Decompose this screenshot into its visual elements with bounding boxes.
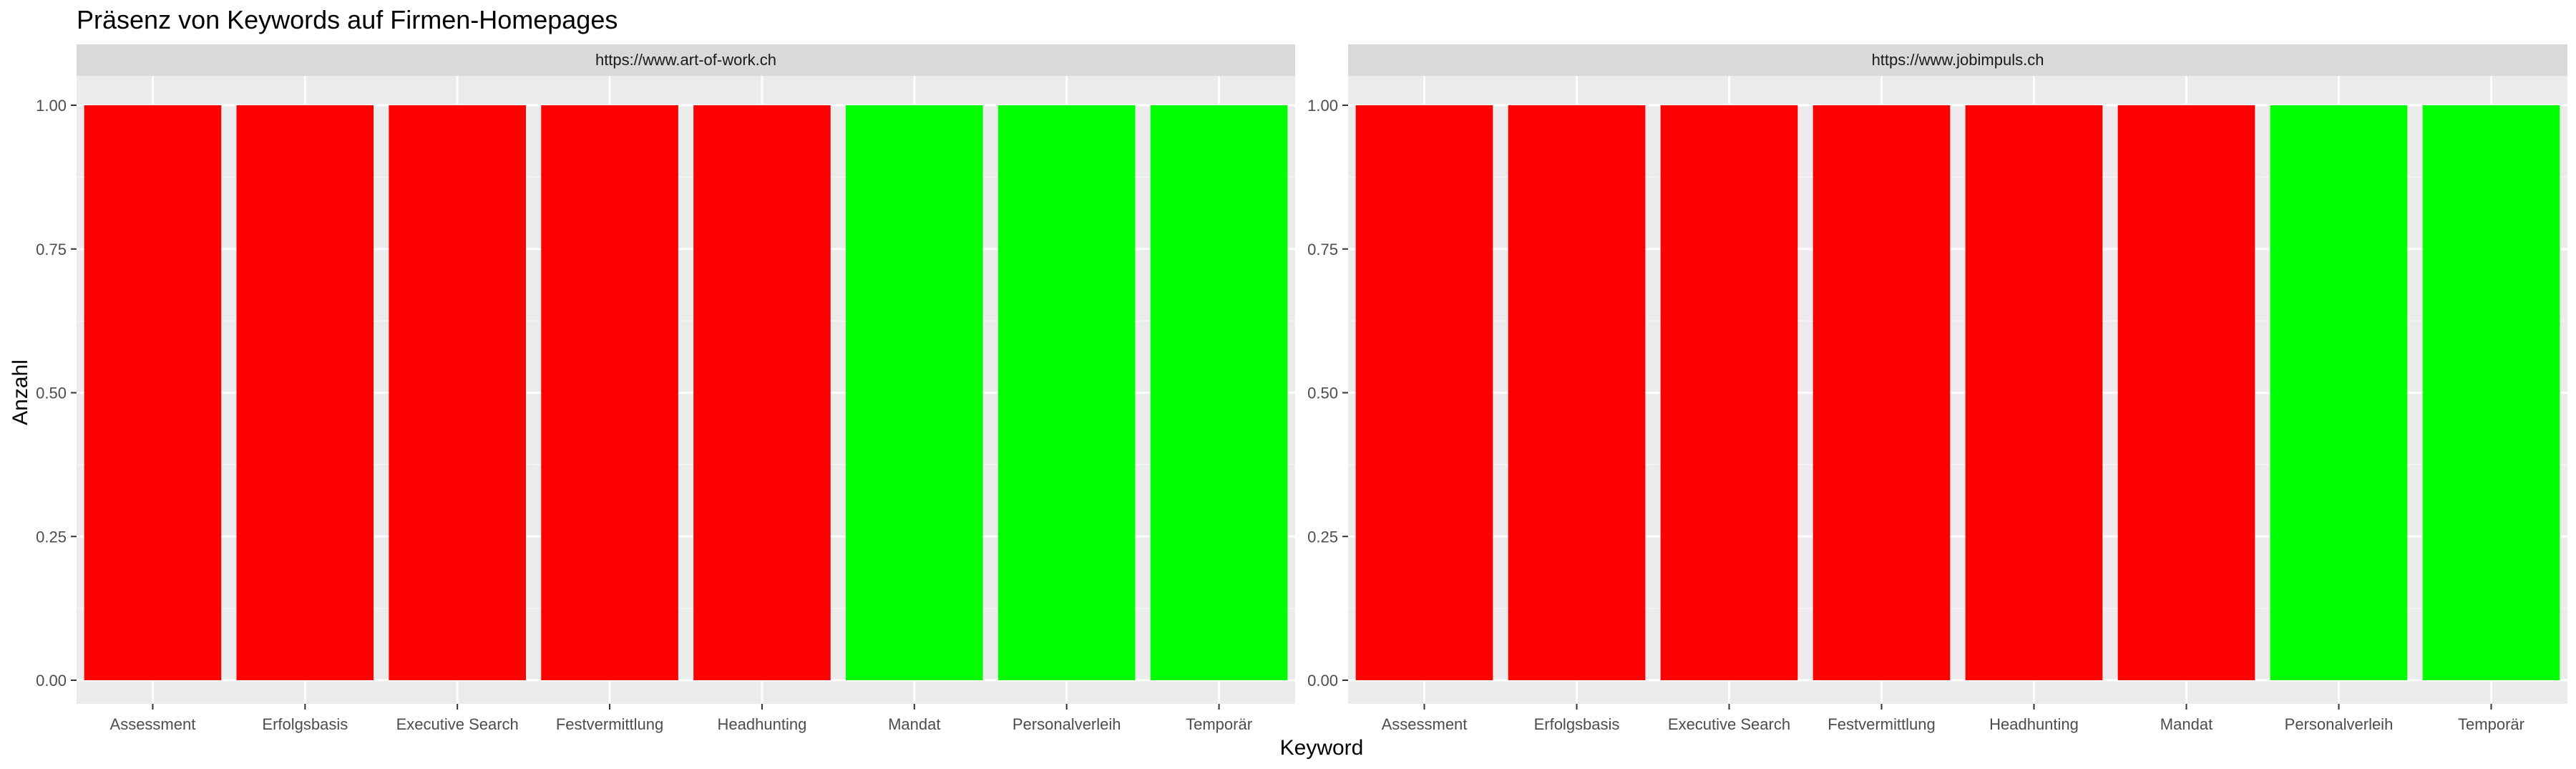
bar-festvermittlung xyxy=(541,105,678,680)
x-tick-label: Mandat xyxy=(888,715,940,733)
x-tick-label: Executive Search xyxy=(1668,715,1790,733)
bar-assessment xyxy=(1355,105,1493,680)
bar-headhunting xyxy=(693,105,831,680)
y-tick-label: 0.50 xyxy=(36,384,67,402)
x-tick-label: Headhunting xyxy=(1989,715,2079,733)
bar-erfolgsbasis xyxy=(1508,105,1646,680)
bar-personalverleih xyxy=(997,105,1136,680)
bar-executive-search xyxy=(1660,105,1798,680)
x-tick-label: Personalverleih xyxy=(1013,715,1121,733)
bar-erfolgsbasis xyxy=(236,105,374,680)
facet-strip-label: https://www.art-of-work.ch xyxy=(595,51,776,69)
facet-panel-1: https://www.art-of-work.ch 0.00 0.25 0.50 0.… xyxy=(36,44,1295,733)
bar-assessment xyxy=(84,105,222,680)
x-tick-label: Erfolgsbasis xyxy=(1534,715,1620,733)
x-tick-label: Assessment xyxy=(1382,715,1468,733)
x-tick-label: Temporär xyxy=(2458,715,2524,733)
bar-executive-search xyxy=(389,105,526,680)
y-tick-label: 0.25 xyxy=(1307,528,1338,546)
chart-title: Präsenz von Keywords auf Firmen-Homepage… xyxy=(77,5,618,34)
x-tick-label: Festvermittlung xyxy=(556,715,663,733)
facet-strip xyxy=(1348,44,2567,76)
bar-tempor-r xyxy=(1150,105,1288,680)
x-axis-label: Keyword xyxy=(1280,736,1364,760)
y-tick-label: 1.00 xyxy=(36,97,67,115)
x-tick-label: Personalverleih xyxy=(2285,715,2394,733)
y-axis-label: Anzahl xyxy=(9,359,32,425)
y-tick-label: 0.75 xyxy=(1307,241,1338,258)
x-tick-label: Headhunting xyxy=(718,715,807,733)
y-tick-label: 0.75 xyxy=(36,241,67,258)
y-tick-label: 1.00 xyxy=(1307,97,1338,115)
y-tick-label: 0.25 xyxy=(36,528,67,546)
y-tick-label: 0.00 xyxy=(1307,672,1338,690)
y-tick-label: 0.50 xyxy=(1307,384,1338,402)
x-tick-label: Assessment xyxy=(110,715,196,733)
x-tick-label: Festvermittlung xyxy=(1828,715,1935,733)
bar-mandat xyxy=(846,105,983,680)
x-tick-label: Executive Search xyxy=(396,715,519,733)
x-tick-label: Erfolgsbasis xyxy=(262,715,348,733)
bar-headhunting xyxy=(1965,105,2103,680)
bar-mandat xyxy=(2117,105,2255,680)
y-tick-label: 0.00 xyxy=(36,672,67,690)
bar-personalverleih xyxy=(2270,105,2408,680)
bar-tempor-r xyxy=(2422,105,2560,680)
x-tick-label: Temporär xyxy=(1186,715,1252,733)
bar-festvermittlung xyxy=(1813,105,1951,680)
facet-strip xyxy=(77,44,1295,76)
facet-strip-label: https://www.jobimpuls.ch xyxy=(1872,51,2044,69)
facet-panel-2: https://www.jobimpuls.ch 0.00 0.25 0.50 0.75… xyxy=(1307,44,2567,733)
x-tick-label: Mandat xyxy=(2160,715,2212,733)
